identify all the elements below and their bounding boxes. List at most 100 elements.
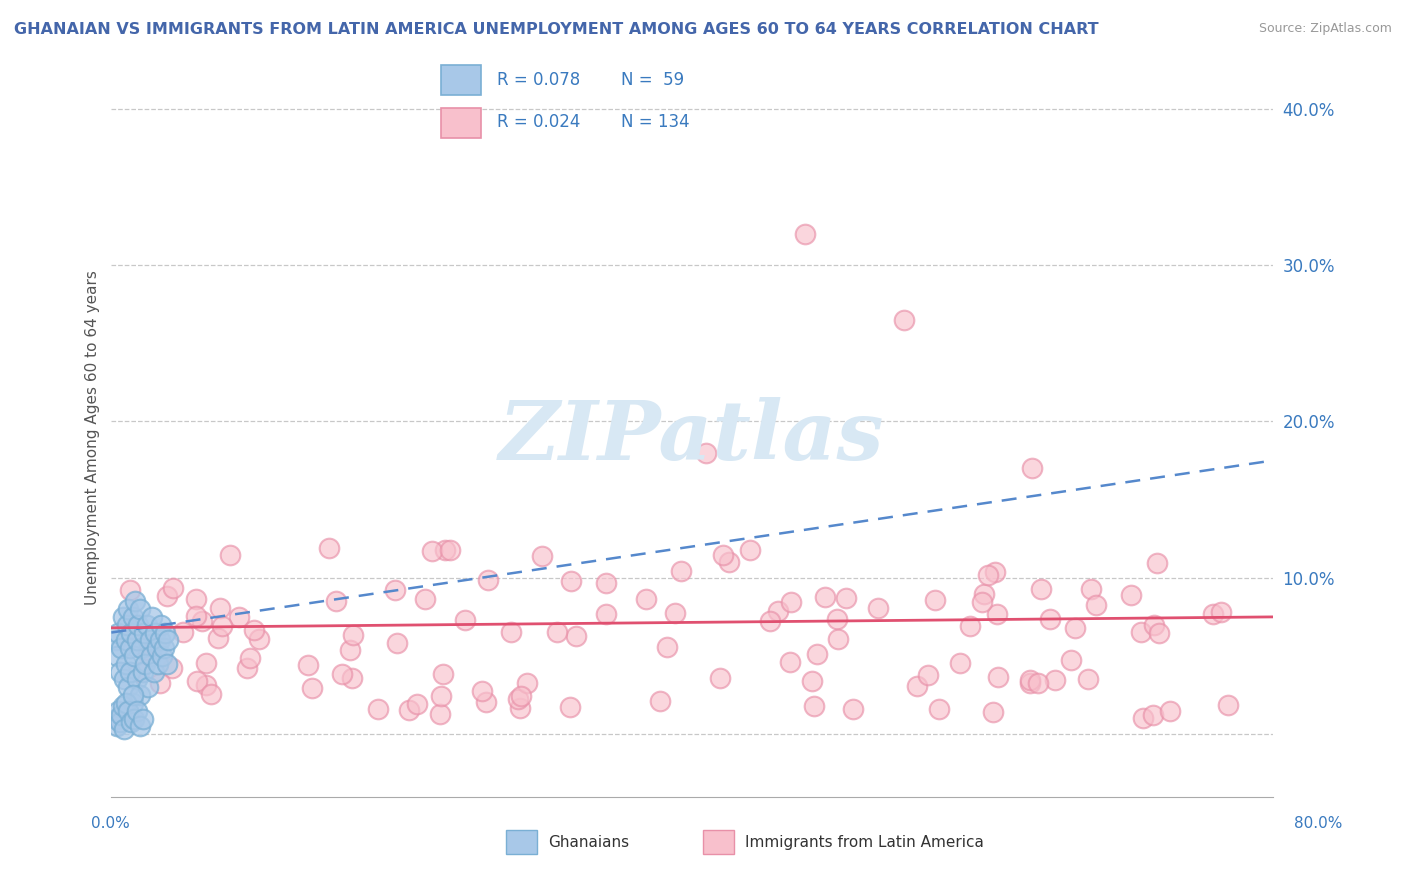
Text: R = 0.024: R = 0.024 (496, 113, 581, 131)
Point (432, 667, 454, 681)
Point (917, 668, 939, 682)
Point (301, 681, 323, 696)
Point (129, 641, 152, 656)
Point (135, 617, 157, 632)
Point (959, 619, 981, 633)
Point (780, 595, 803, 609)
Point (105, 648, 128, 663)
Point (384, 583, 406, 598)
Point (104, 633, 127, 648)
Point (413, 592, 436, 607)
Text: GHANAIAN VS IMMIGRANTS FROM LATIN AMERICA UNEMPLOYMENT AMONG AGES 60 TO 64 YEARS: GHANAIAN VS IMMIGRANTS FROM LATIN AMERIC… (14, 22, 1098, 37)
Point (143, 636, 166, 650)
Point (195, 656, 218, 670)
Point (114, 657, 136, 671)
Point (150, 648, 173, 663)
Point (236, 661, 259, 675)
Point (516, 675, 538, 690)
Point (429, 706, 451, 721)
Point (509, 701, 531, 715)
Point (981, 705, 1004, 719)
Point (156, 657, 179, 671)
Text: N = 134: N = 134 (620, 113, 689, 131)
Point (1130, 625, 1153, 640)
Point (155, 625, 177, 640)
Point (709, 671, 731, 685)
Point (112, 723, 135, 737)
Point (318, 541, 340, 555)
Point (766, 605, 789, 619)
Point (949, 656, 972, 670)
Point (803, 699, 825, 714)
Point (342, 628, 364, 642)
Point (834, 591, 856, 606)
Point (118, 582, 141, 597)
Point (121, 688, 143, 702)
Point (153, 641, 176, 656)
Point (664, 606, 686, 620)
Point (249, 632, 271, 646)
Point (794, 227, 817, 241)
Point (138, 647, 160, 661)
Point (1216, 698, 1239, 713)
Point (146, 657, 169, 671)
Point (218, 548, 240, 562)
Point (118, 665, 141, 679)
Point (454, 613, 477, 627)
Point (128, 719, 150, 733)
Point (398, 703, 420, 717)
Point (367, 701, 389, 715)
Point (141, 610, 163, 624)
Point (531, 549, 554, 564)
Point (1142, 707, 1164, 722)
Point (510, 690, 533, 704)
Point (1084, 598, 1107, 612)
Text: 0.0%: 0.0% (91, 816, 131, 831)
Point (125, 673, 148, 687)
Point (595, 607, 617, 622)
Point (143, 625, 166, 640)
Point (1143, 617, 1166, 632)
Point (131, 712, 153, 726)
Point (1080, 582, 1102, 596)
Point (211, 619, 233, 633)
Point (1039, 612, 1062, 626)
Point (122, 712, 145, 726)
Point (558, 699, 581, 714)
Point (121, 696, 143, 710)
Point (120, 625, 142, 640)
Point (695, 446, 717, 460)
Point (122, 648, 145, 663)
Point (114, 696, 136, 710)
Point (191, 614, 214, 628)
Point (209, 600, 232, 615)
Point (110, 708, 132, 723)
Point (1119, 588, 1142, 602)
Point (207, 632, 229, 646)
Point (125, 624, 148, 638)
Point (105, 719, 128, 733)
Point (671, 564, 693, 578)
Point (506, 692, 529, 706)
Point (1018, 673, 1040, 687)
Point (1026, 675, 1049, 690)
Point (339, 643, 361, 657)
Point (107, 704, 129, 718)
Bar (441, 65, 481, 95)
Point (112, 673, 135, 687)
Point (142, 665, 165, 679)
Point (121, 610, 143, 624)
Point (149, 675, 172, 690)
Text: Source: ZipAtlas.com: Source: ZipAtlas.com (1258, 22, 1392, 36)
Point (242, 624, 264, 638)
Point (655, 640, 678, 654)
Point (104, 712, 127, 726)
Point (471, 683, 494, 698)
Point (983, 566, 1005, 580)
Point (595, 575, 617, 590)
Point (149, 617, 172, 632)
Point (924, 593, 946, 607)
Point (115, 617, 138, 632)
Point (977, 568, 1000, 582)
Point (124, 594, 146, 608)
